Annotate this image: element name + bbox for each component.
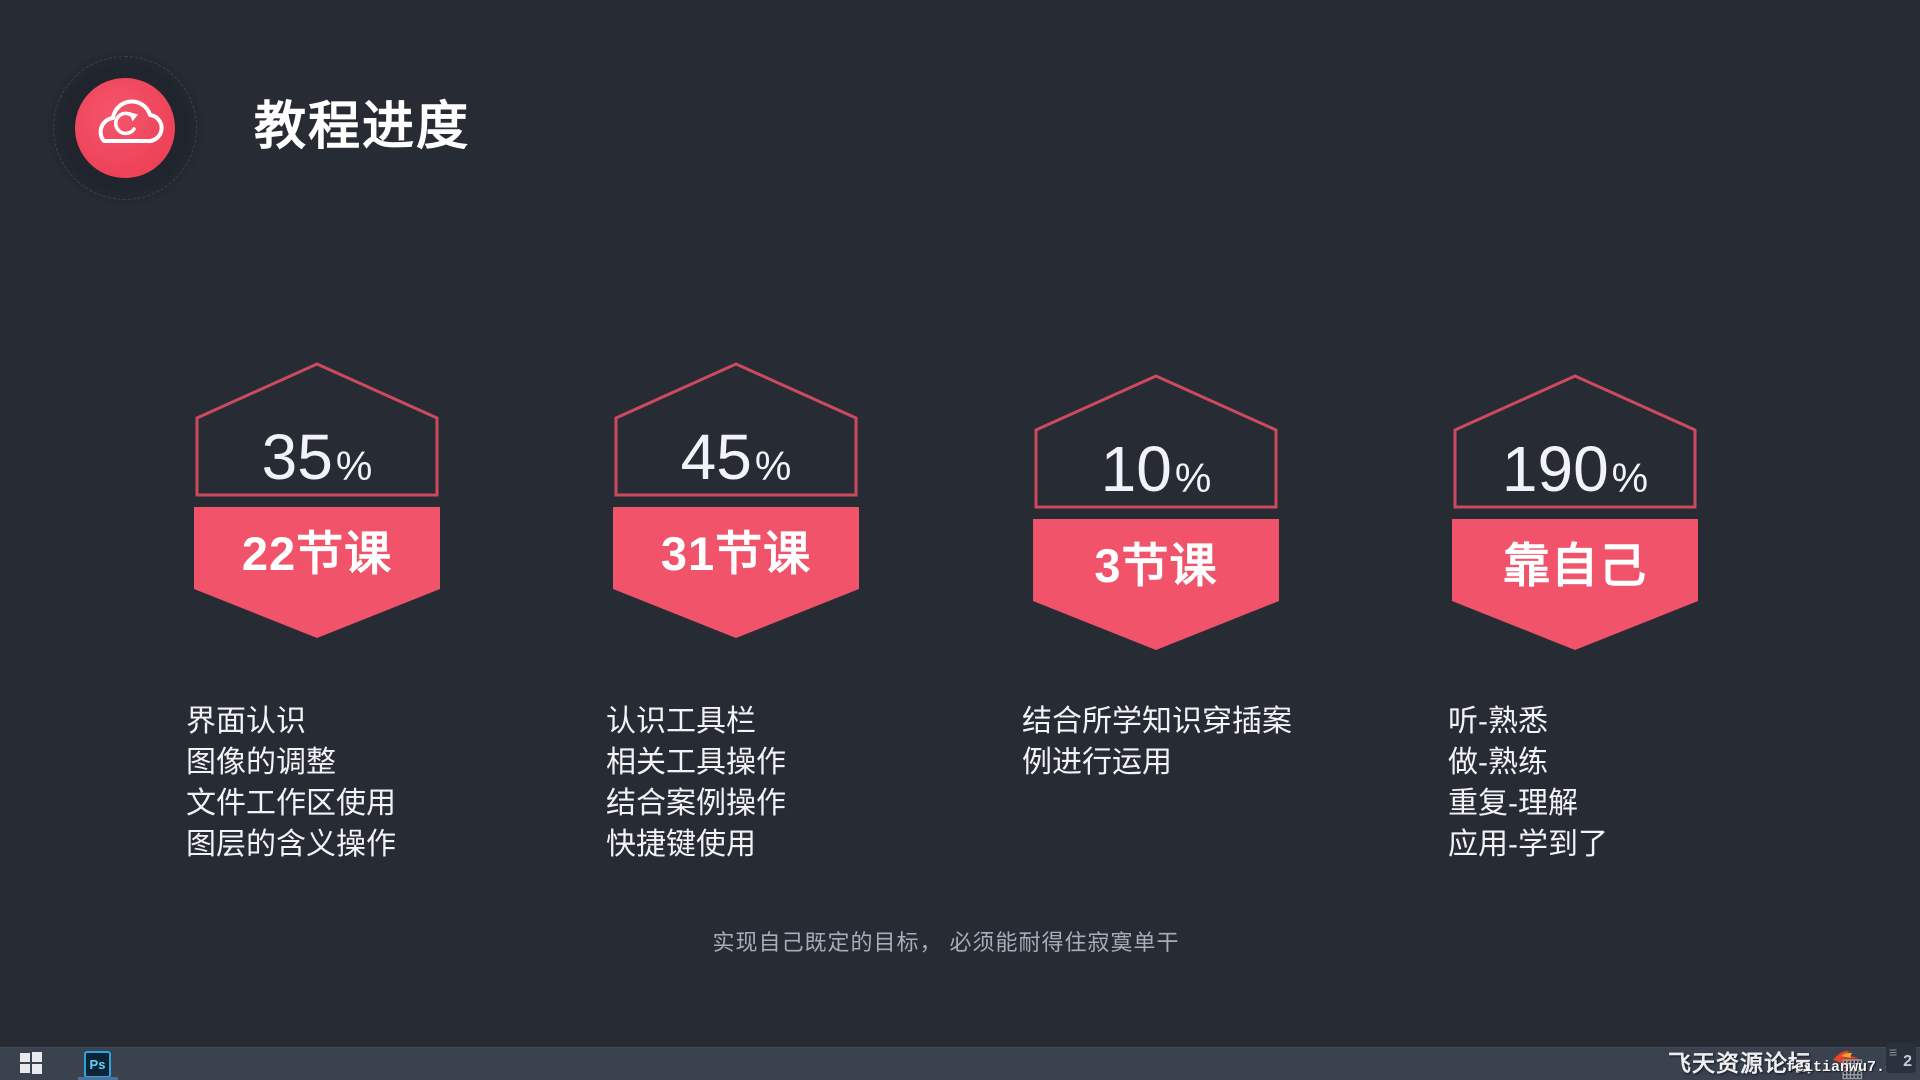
list-item: 相关工具操作 — [606, 746, 786, 779]
banner-label: 靠自己 — [1503, 538, 1647, 592]
app-logo — [75, 78, 175, 178]
banner-label: 22节课 — [241, 526, 393, 580]
page-title: 教程进度 — [254, 98, 471, 156]
banner-label: 3节课 — [1094, 538, 1218, 592]
list-item: 快捷键使用 — [606, 828, 756, 861]
percent-value: 190 — [1501, 433, 1609, 505]
list-item: 听-熟悉 — [1448, 705, 1548, 738]
percent-sign: % — [335, 443, 373, 489]
hexagon-outline — [614, 362, 858, 497]
topic-list: 界面认识 图像的调整 文件工作区使用 图层的含义操作 — [186, 701, 516, 865]
active-app-indicator — [78, 1077, 118, 1080]
ribbon-banner — [194, 507, 440, 638]
list-item: 界面认识 — [186, 705, 306, 738]
list-item: 重复-理解 — [1448, 787, 1578, 820]
logo-ring — [47, 50, 203, 206]
progress-card: 190% 靠自己 — [1452, 373, 1698, 653]
ribbon-banner — [613, 507, 859, 638]
ps-label: Ps — [89, 1057, 106, 1072]
list-item: 应用-学到了 — [1448, 828, 1608, 861]
badge-count: 2 — [1903, 1053, 1912, 1070]
list-item: 结合所学知识穿插案 — [1022, 705, 1292, 738]
percent-value: 10 — [1100, 433, 1172, 505]
topic-list: 结合所学知识穿插案 例进行运用 — [1022, 701, 1352, 783]
progress-percent: 45% — [613, 413, 859, 489]
watermark-domain: feitianwu7.com — [1786, 1059, 1913, 1076]
cloud-sync-icon — [75, 76, 175, 181]
start-button[interactable] — [14, 1051, 48, 1079]
taskbar: Ps — [0, 1047, 1920, 1080]
progress-percent: 35% — [194, 413, 440, 489]
percent-sign: % — [1174, 455, 1212, 501]
topic-list: 听-熟悉 做-熟练 重复-理解 应用-学到了 — [1448, 701, 1778, 865]
watermark: 飞天资源论坛 ▦ feitianwu7.com ≡ 2 — [1668, 1040, 1918, 1080]
qr-code-icon: ▦ — [1840, 1052, 1865, 1080]
progress-percent: 190% — [1452, 425, 1698, 501]
hexagon-outline — [1034, 374, 1278, 509]
ribbon-banner — [1033, 519, 1279, 650]
footer-quote: 实现自己既定的目标， 必须能耐得住寂寞单干 — [712, 930, 1180, 955]
progress-card: 45% 31节课 — [613, 361, 859, 641]
photoshop-app-icon[interactable]: Ps — [84, 1051, 111, 1078]
list-item: 图层的含义操作 — [186, 828, 396, 861]
list-item: 文件工作区使用 — [186, 787, 396, 820]
percent-sign: % — [754, 443, 792, 489]
percent-sign: % — [1611, 455, 1649, 501]
ribbon-banner — [1452, 519, 1698, 650]
topic-list: 认识工具栏 相关工具操作 结合案例操作 快捷键使用 — [606, 701, 936, 865]
percent-value: 35 — [261, 421, 333, 493]
bird-logo-icon — [1831, 1046, 1861, 1079]
layers-icon: ≡ — [1889, 1044, 1898, 1060]
windows-start-icon — [20, 1051, 42, 1079]
list-item: 图像的调整 — [186, 746, 336, 779]
watermark-site-name: 飞天资源论坛 — [1668, 1050, 1812, 1076]
banner-label: 31节课 — [660, 526, 812, 580]
list-item: 例进行运用 — [1022, 746, 1172, 779]
hexagon-outline — [1453, 374, 1697, 509]
percent-value: 45 — [680, 421, 752, 493]
list-item: 做-熟练 — [1448, 746, 1548, 779]
notification-badge[interactable]: ≡ 2 — [1886, 1043, 1916, 1073]
progress-card: 10% 3节课 — [1033, 373, 1279, 653]
list-item: 认识工具栏 — [606, 705, 756, 738]
progress-card: 35% 22节课 — [194, 361, 440, 641]
hexagon-outline — [195, 362, 439, 497]
list-item: 结合案例操作 — [606, 787, 786, 820]
progress-percent: 10% — [1033, 425, 1279, 501]
